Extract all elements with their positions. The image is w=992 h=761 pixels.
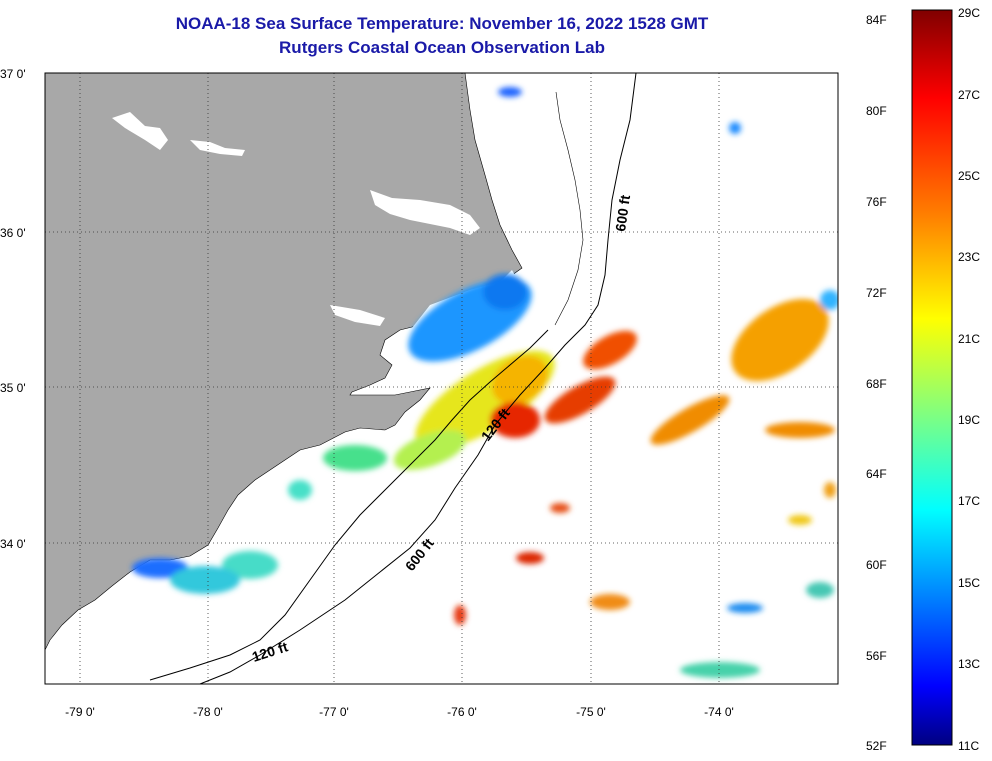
- colorbar-c-label: 11C: [958, 739, 979, 753]
- lon-label: -78 0': [193, 705, 223, 719]
- colorbar-c-label: 23C: [958, 250, 980, 264]
- colorbar-c-label: 17C: [958, 494, 980, 508]
- colorbar-f-label: 84F: [866, 13, 887, 27]
- lon-label: -77 0': [319, 705, 349, 719]
- contour-120ft-south: [149, 469, 406, 681]
- map-frame: [44, 72, 839, 685]
- colorbar-f-label: 72F: [866, 286, 887, 300]
- colorbar-f-label: 80F: [866, 104, 887, 118]
- lat-lon-grid: [45, 73, 838, 684]
- lat-label: 34 0': [0, 537, 26, 551]
- river-inlet-3: [330, 305, 385, 326]
- colorbar-c-label: 13C: [958, 657, 980, 671]
- contour-label-600ft-north: 600 ft: [612, 194, 633, 233]
- map-title: NOAA-18 Sea Surface Temperature: Novembe…: [175, 14, 709, 33]
- colorbar-f-label: 68F: [866, 377, 887, 391]
- colorbar-c-label: 19C: [958, 413, 980, 427]
- lon-label: -79 0': [65, 705, 95, 719]
- lon-label: -74 0': [704, 705, 734, 719]
- colorbar-c-label: 29C: [958, 6, 980, 20]
- map-subtitle: Rutgers Coastal Ocean Observation Lab: [279, 38, 605, 57]
- lon-label: -76 0': [447, 705, 477, 719]
- colorbar-f-label: 60F: [866, 558, 887, 572]
- coastline-offshore: [554, 91, 584, 326]
- lon-label: -75 0': [576, 705, 606, 719]
- colorbar-c-label: 21C: [958, 332, 980, 346]
- river-inlet-2: [190, 140, 245, 156]
- lat-label: 37 0': [0, 67, 26, 81]
- sst-data-layer: [132, 87, 838, 678]
- colorbar-f-label: 56F: [866, 649, 887, 663]
- colorbar: [911, 9, 953, 746]
- contour-600ft-north: [494, 73, 637, 426]
- lat-label: 36 0': [0, 226, 26, 240]
- colorbar-f-label: 52F: [866, 739, 887, 753]
- colorbar-f-label: 76F: [866, 195, 887, 209]
- albemarle-sound: [370, 190, 480, 235]
- lat-label: 35 0': [0, 381, 26, 395]
- contour-600ft-south: [199, 424, 496, 684]
- contour-120ft-north: [404, 329, 549, 471]
- river-inlet-1: [112, 112, 168, 150]
- colorbar-c-label: 25C: [958, 169, 980, 183]
- colorbar-f-label: 64F: [866, 467, 887, 481]
- colorbar-c-label: 15C: [958, 576, 980, 590]
- colorbar-c-label: 27C: [958, 88, 980, 102]
